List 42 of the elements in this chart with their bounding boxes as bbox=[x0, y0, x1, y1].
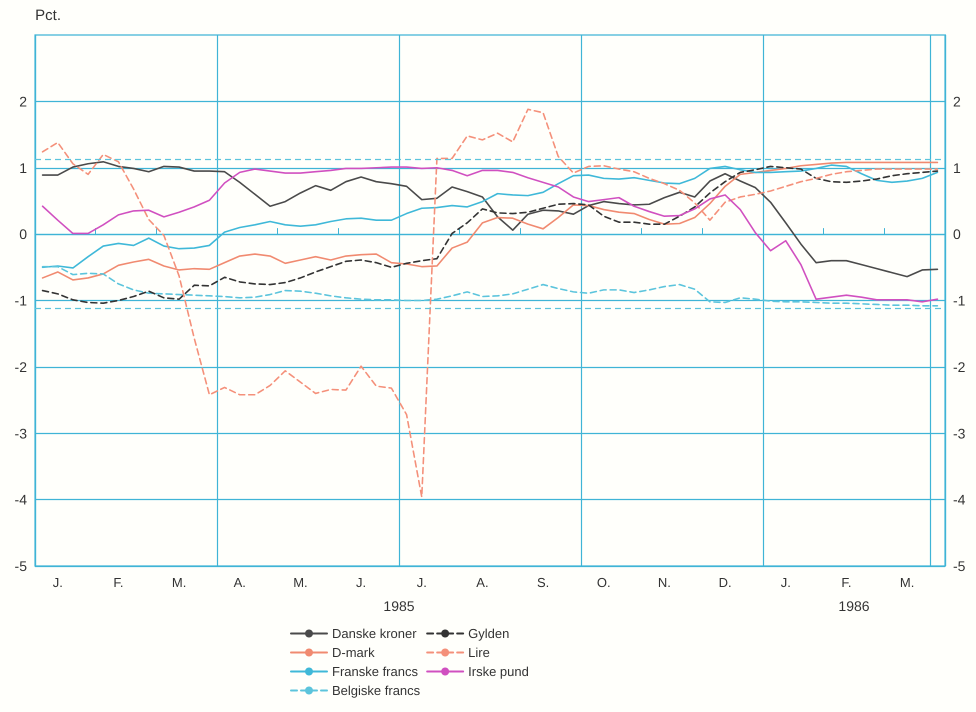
y2-tick-label: 2 bbox=[953, 93, 961, 110]
legend-label: D-mark bbox=[332, 645, 376, 660]
x-tick-label: F. bbox=[113, 575, 124, 590]
y-axis-title: Pct. bbox=[35, 7, 61, 24]
text: 1985 bbox=[383, 598, 415, 614]
y-tick-label: -2 bbox=[14, 358, 28, 375]
y2-tick-label: 1 bbox=[953, 160, 961, 176]
y2-tick-label: -3 bbox=[953, 425, 966, 442]
text: 1986 bbox=[838, 598, 870, 614]
x-tick-label: D. bbox=[718, 575, 732, 590]
y-tick-label: -5 bbox=[14, 558, 28, 574]
x-tick-label: M. bbox=[172, 575, 186, 590]
line-series bbox=[42, 108, 938, 498]
legend-label: Belgiske francs bbox=[332, 683, 421, 698]
x-tick-label: M. bbox=[293, 575, 308, 590]
x-tick-label: M. bbox=[900, 575, 914, 590]
y2-tick-label: -2 bbox=[953, 358, 966, 375]
legend-label: Lire bbox=[468, 645, 490, 660]
x-tick-label: J. bbox=[52, 575, 63, 590]
x-tick-label: N. bbox=[658, 575, 671, 590]
y-tick-label: 1 bbox=[19, 160, 28, 176]
legend-label: Franske francs bbox=[332, 664, 418, 679]
y2-tick-label: 0 bbox=[953, 226, 961, 242]
y2-tick-label: -1 bbox=[953, 292, 966, 308]
y-tick-label: 2 bbox=[19, 93, 28, 110]
x-tick-label: J. bbox=[356, 575, 366, 590]
legend-label: Irske pund bbox=[468, 664, 529, 679]
x-tick-label: S. bbox=[536, 575, 550, 590]
y-tick-label: -1 bbox=[14, 292, 28, 308]
x-tick-label: J. bbox=[780, 575, 791, 590]
y-tick-label: -3 bbox=[14, 425, 28, 442]
y2-tick-label: -4 bbox=[953, 492, 966, 508]
x-tick-label: A. bbox=[234, 575, 246, 590]
x-tick-label: A. bbox=[476, 575, 489, 590]
x-tick-label: O. bbox=[596, 575, 611, 590]
y2-tick-label: -5 bbox=[953, 558, 966, 574]
x-tick-label: F. bbox=[841, 575, 852, 590]
legend-label: Danske kroner bbox=[332, 626, 418, 641]
y-tick-label: -4 bbox=[14, 492, 28, 508]
legend-label: Gylden bbox=[468, 626, 510, 641]
x-tick-label: J. bbox=[416, 575, 427, 590]
y-tick-label: 0 bbox=[19, 226, 28, 242]
